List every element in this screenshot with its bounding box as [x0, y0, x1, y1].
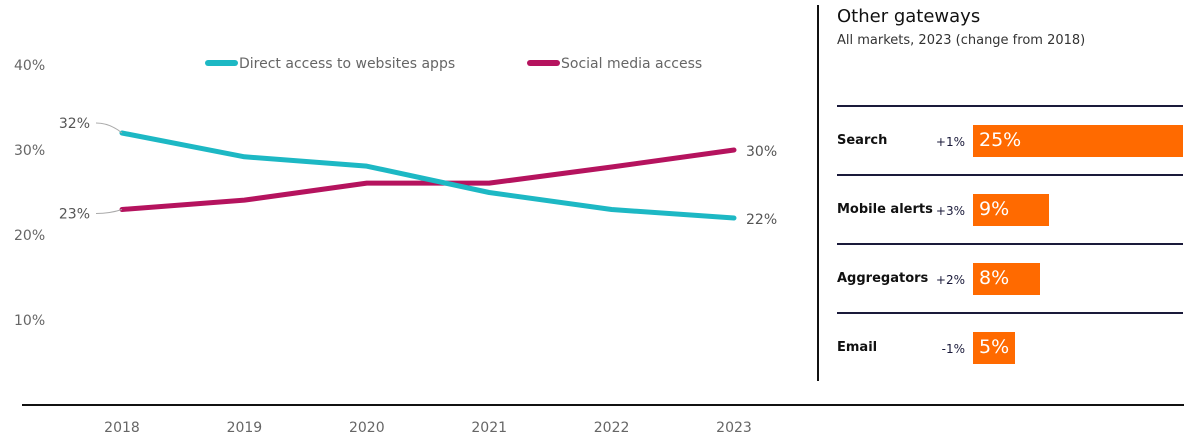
y-tick-label: 30% — [14, 143, 45, 159]
bar-category-label: Email — [837, 340, 878, 355]
bar-value-label: 5% — [979, 336, 1010, 358]
panel-subtitle: All markets, 2023 (change from 2018) — [837, 33, 1086, 48]
label-leader-line — [95, 209, 123, 214]
start-data-label: 23% — [59, 207, 90, 223]
bar-value-label: 25% — [979, 129, 1022, 151]
x-tick-label: 2019 — [227, 420, 263, 436]
y-tick-label: 10% — [14, 313, 45, 329]
legend-label: Social media access — [561, 56, 702, 72]
end-data-label: 30% — [746, 144, 777, 160]
row-divider — [837, 174, 1183, 176]
bar-change-label: +2% — [935, 273, 965, 287]
bar-change-label: +3% — [935, 204, 965, 218]
bar-row: Aggregators +2% 8% — [837, 263, 1183, 297]
y-tick-label: 20% — [14, 228, 45, 244]
end-data-label: 22% — [746, 212, 777, 228]
line-chart: 10% 20% 30% 40% 2018 2019 2020 2021 2022 2023 Di… — [14, 56, 777, 436]
row-divider — [837, 312, 1183, 314]
bar: 25% — [973, 125, 1183, 157]
bar-row: Search +1% 25% — [837, 125, 1183, 159]
bar: 5% — [973, 332, 1015, 364]
panel-title: Other gateways — [837, 6, 981, 27]
x-tick-label: 2020 — [349, 420, 385, 436]
bar-category-label: Aggregators — [837, 271, 929, 286]
start-data-label: 32% — [59, 116, 90, 132]
x-tick-label: 2022 — [594, 420, 630, 436]
row-divider — [837, 105, 1183, 107]
bar-row: Email -1% 5% — [837, 332, 1183, 366]
x-tick-label: 2021 — [471, 420, 507, 436]
x-tick-label: 2023 — [716, 420, 752, 436]
bar-category-label: Search — [837, 133, 888, 148]
label-leader-line — [95, 122, 123, 134]
bar-change-label: +1% — [935, 135, 965, 149]
x-axis-line — [22, 404, 1184, 406]
bar-value-label: 8% — [979, 267, 1010, 289]
panel-divider — [817, 5, 819, 381]
x-tick-label: 2018 — [104, 420, 140, 436]
series-line — [119, 130, 737, 221]
bar-category-label: Mobile alerts — [837, 202, 933, 217]
legend-label: Direct access to websites apps — [239, 56, 455, 72]
row-divider — [837, 243, 1183, 245]
bar-change-label: -1% — [941, 342, 965, 356]
bar-value-label: 9% — [979, 198, 1010, 220]
bar: 9% — [973, 194, 1049, 226]
bar: 8% — [973, 263, 1041, 295]
y-tick-label: 40% — [14, 58, 45, 74]
series-line — [119, 147, 737, 212]
bar-row: Mobile alerts +3% 9% — [837, 194, 1183, 228]
